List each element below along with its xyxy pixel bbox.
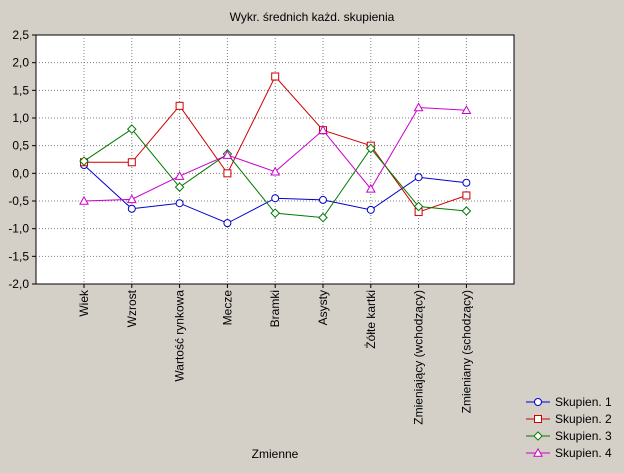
legend-marker <box>533 447 543 457</box>
x-category-label: Bramki <box>268 290 282 327</box>
y-tick-label: 1,5 <box>12 83 29 97</box>
data-point <box>413 201 424 212</box>
legend: Skupien. 1 Skupien. 2 Skupien. 3 Skupien. 4 <box>526 395 612 460</box>
data-point <box>270 208 281 218</box>
data-point <box>462 191 471 200</box>
legend-label: Skupien. 1 <box>555 395 612 409</box>
data-point <box>126 194 137 204</box>
data-point <box>175 199 184 208</box>
data-point <box>175 101 184 110</box>
x-category-label: Asysty <box>316 290 330 325</box>
data-point <box>223 169 232 178</box>
data-point <box>318 125 328 134</box>
axis-layer: 2,5 2,0 1,5 1,0 0,5 0,0 -0,5 -1,0 -1,5 -2,0 Wiek Wz… <box>8 28 473 425</box>
x-category-label: Wartość rynkowa <box>173 290 187 382</box>
data-point <box>79 195 89 205</box>
y-tick-label: -1,5 <box>8 249 29 263</box>
data-point <box>270 166 281 176</box>
data-point <box>365 143 376 154</box>
x-category-label: Wiek <box>77 289 91 317</box>
y-tick-label: 1,0 <box>12 111 29 125</box>
legend-label: Skupien. 3 <box>555 429 612 443</box>
x-category-label: Zmieniany (schodzący) <box>459 290 473 413</box>
x-category-label: Zmieniający (wchodzący) <box>412 290 426 425</box>
y-tick-label: 2,5 <box>12 28 29 42</box>
data-point <box>462 178 471 187</box>
y-tick-label: -0,5 <box>8 194 29 208</box>
series-layer <box>79 72 472 228</box>
data-point <box>413 102 424 112</box>
data-point <box>127 158 136 167</box>
x-axis-label: Zmienne <box>252 447 299 461</box>
legend-label: Skupien. 2 <box>555 412 612 426</box>
y-tick-label: 0,0 <box>12 166 29 180</box>
data-point <box>126 124 137 134</box>
y-tick-label: -2,0 <box>8 277 29 291</box>
series-1 <box>80 161 471 228</box>
data-point <box>461 105 472 115</box>
x-category-label: Wzrost <box>125 289 139 327</box>
data-point <box>366 205 375 214</box>
legend-label: Skupien. 4 <box>555 446 612 460</box>
data-point <box>365 183 376 193</box>
data-point <box>223 219 232 228</box>
data-point <box>222 149 233 159</box>
x-category-label: Mecze <box>220 290 234 326</box>
data-point <box>271 72 280 81</box>
series-3 <box>79 124 472 223</box>
data-point <box>174 182 185 192</box>
data-point <box>461 206 472 216</box>
x-category-label: Żółte kartki <box>364 290 378 349</box>
data-point <box>271 194 280 203</box>
data-point <box>174 170 185 180</box>
data-point <box>318 212 328 223</box>
y-tick-label: 2,0 <box>12 56 29 70</box>
data-point <box>319 195 327 204</box>
chart-title: Wykr. średnich każd. skupienia <box>230 10 395 24</box>
data-point <box>127 204 136 213</box>
y-tick-label: 0,5 <box>12 139 29 153</box>
legend-marker <box>533 431 543 441</box>
plot-area <box>35 34 515 285</box>
legend-marker <box>534 415 542 423</box>
series-4 <box>79 102 472 205</box>
data-point <box>414 173 423 182</box>
data-point <box>79 156 89 166</box>
grid-layer <box>36 35 514 284</box>
legend-marker <box>534 398 542 406</box>
y-tick-label: -1,0 <box>8 222 29 236</box>
